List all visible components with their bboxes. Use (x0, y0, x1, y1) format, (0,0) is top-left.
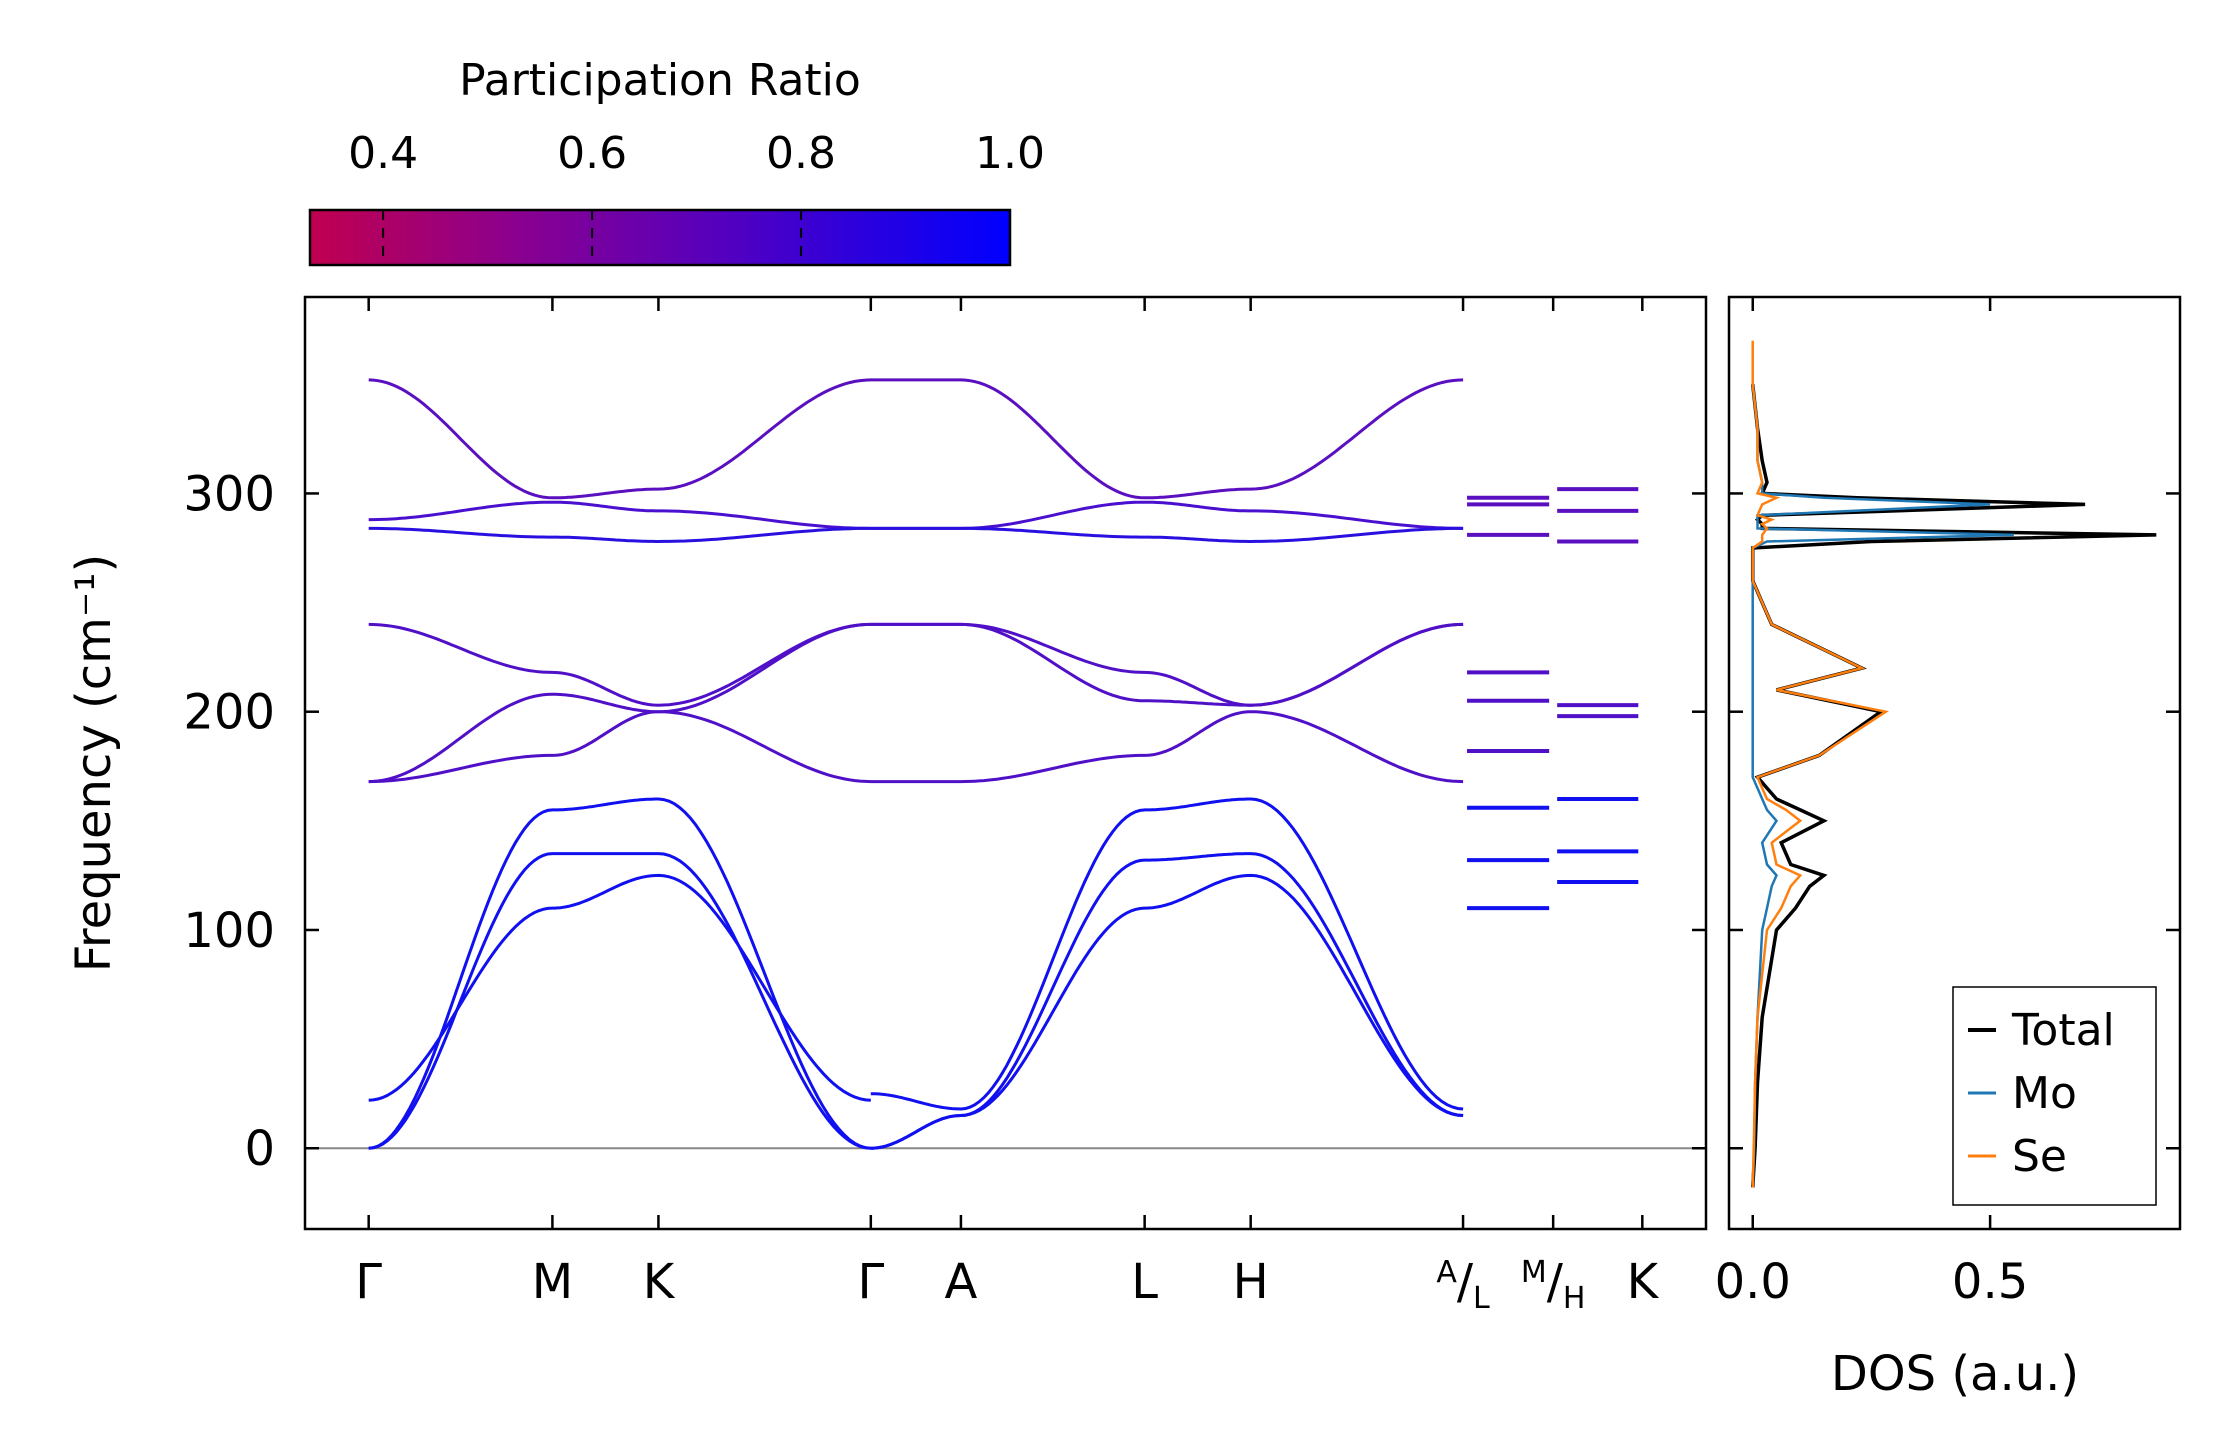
colorbar-tick-label: 0.4 (348, 128, 418, 179)
band-acoustic-C (870, 873, 1464, 1150)
legend-label-mo: Mo (2012, 1068, 2077, 1119)
y-tick-label: 100 (183, 903, 275, 959)
dos-line-se (1751, 340, 1889, 1188)
x-tick-label: Γ (355, 1254, 382, 1310)
band-optical-high-3 (368, 526, 1464, 543)
legend-label-total: Total (2011, 1005, 2115, 1056)
band-acoustic-B (870, 852, 1464, 1150)
dos-axes-frame (1727, 295, 2182, 1231)
dos-panel: 0.0 0.5 DOS (a.u.) Total Mo Se (1715, 295, 2182, 1402)
band-acoustic-3 (368, 873, 871, 1102)
legend: Total Mo Se (1952, 986, 2157, 1206)
x-tick-label: M (532, 1254, 573, 1310)
legend-label-se: Se (2012, 1131, 2067, 1182)
band-acoustic-1 (368, 797, 871, 1150)
x-tick-label: M/H (1521, 1254, 1586, 1316)
band-acoustic-2 (368, 852, 871, 1150)
colorbar-tick-label: 0.6 (557, 128, 627, 179)
colorbar-tick-label: 1.0 (975, 128, 1045, 179)
x-tick-label: A/L (1436, 1254, 1490, 1316)
colorbar-label: Participation Ratio (459, 55, 861, 106)
y-axis-label: Frequency (cm⁻¹) (66, 554, 122, 972)
band-optical-low-1 (368, 710, 1464, 784)
dos-line-mo (1751, 384, 2014, 1188)
legend-box (1952, 986, 2157, 1206)
x-tick-label: K (1627, 1254, 1660, 1310)
x-tick-label: L (1131, 1254, 1158, 1310)
y-tick-label: 200 (183, 685, 275, 741)
band-optical-high-2 (368, 500, 1464, 530)
band-optical-low-2 (368, 622, 1464, 784)
flat-band-segments (1467, 487, 1639, 911)
band-optical-high-1 (368, 378, 1464, 500)
y-tick-label: 0 (244, 1121, 275, 1177)
dos-lines (1750, 340, 2157, 1188)
band-optical-low-3 (368, 622, 1464, 707)
x-tick-label: A (945, 1254, 978, 1310)
y-tick-label: 300 (183, 466, 275, 522)
band-structure-panel: 0 100 200 300 Γ M K Γ A L H A/L M/H K Frequency (cm⁻… (66, 295, 1708, 1316)
band-lines (368, 378, 1464, 1150)
band-acoustic-A (870, 797, 1464, 1111)
dos-x-axis-label: DOS (a.u.) (1831, 1346, 2079, 1402)
x-tick-label: Γ (857, 1254, 884, 1310)
dos-x-tick-label: 0.0 (1715, 1254, 1791, 1310)
colorbar-gradient (308, 208, 1012, 267)
band-axes-frame (303, 295, 1708, 1231)
dos-x-tick-label: 0.5 (1952, 1254, 2028, 1310)
colorbar: Participation Ratio 0.4 0.6 0.8 1.0 (308, 55, 1045, 267)
colorbar-tick-label: 0.8 (766, 128, 836, 179)
x-tick-label: H (1233, 1254, 1269, 1310)
x-tick-label: K (643, 1254, 676, 1310)
